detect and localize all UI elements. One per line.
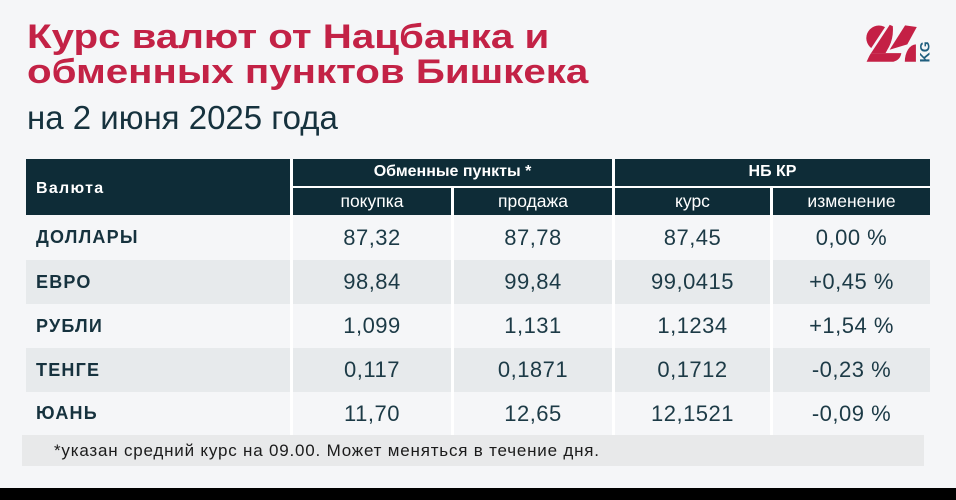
svg-text:KG: KG — [917, 41, 933, 62]
